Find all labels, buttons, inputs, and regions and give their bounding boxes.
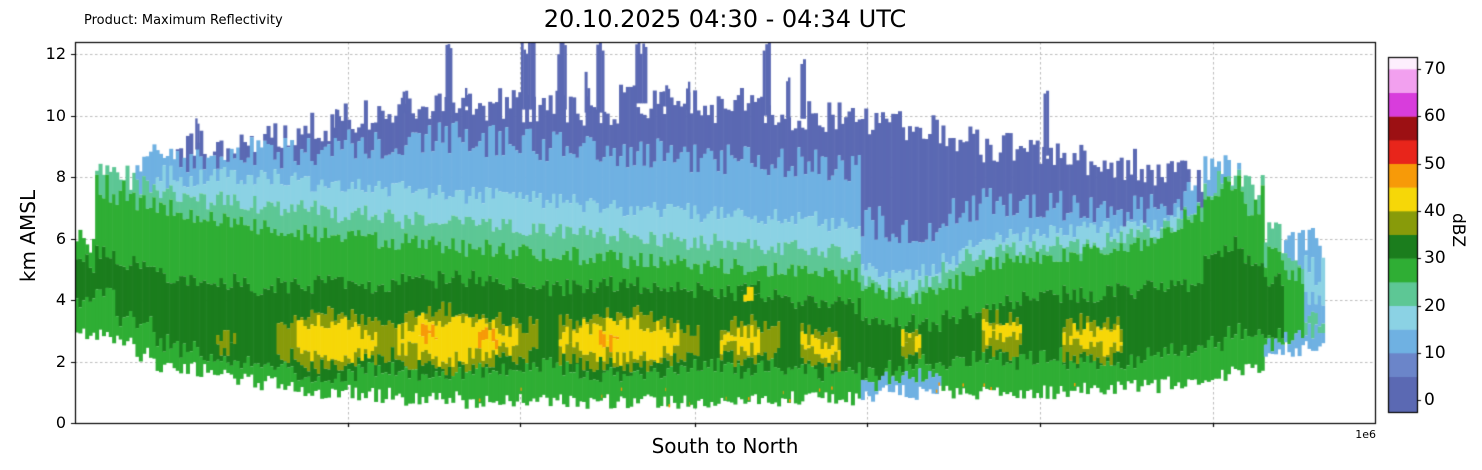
x-axis-label: South to North: [651, 434, 799, 458]
x-offset-label: 1e6: [1355, 428, 1376, 441]
colorbar-tick-label: 70: [1424, 58, 1446, 79]
colorbar-tick-label: 50: [1424, 153, 1446, 174]
y-tick-label: 12: [45, 44, 66, 64]
y-tick-label: 2: [55, 351, 66, 371]
y-tick-label: 0: [55, 413, 66, 432]
colorbar-tick-label: 40: [1424, 200, 1446, 221]
colorbar-tick-label: 10: [1424, 342, 1446, 363]
y-tick-label: 6: [55, 228, 66, 248]
y-tick-label: 10: [45, 105, 66, 125]
colorbar-tick-label: 60: [1424, 106, 1446, 127]
colorbar-tick-label: 0: [1424, 390, 1435, 411]
y-tick-label: 4: [55, 290, 66, 310]
colorbar-tick-label: 20: [1424, 295, 1446, 316]
colorbar-tick-label: 30: [1424, 248, 1446, 269]
y-tick-label: 8: [55, 167, 66, 187]
product-label: Product: Maximum Reflectivity: [84, 13, 283, 28]
chart-title: 20.10.2025 04:30 - 04:34 UTC: [543, 5, 907, 33]
